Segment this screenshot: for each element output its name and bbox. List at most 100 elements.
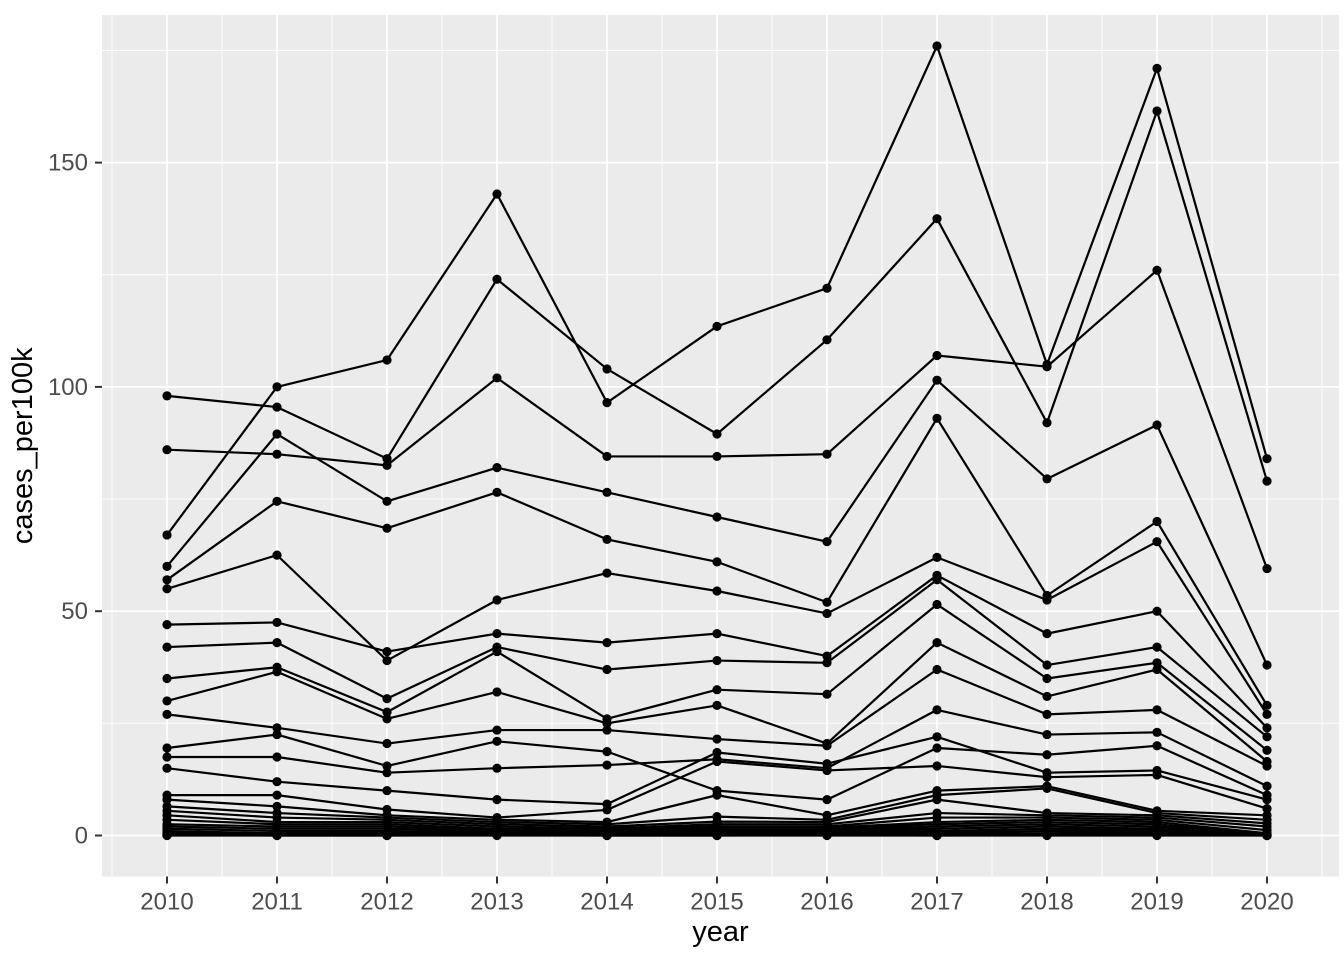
data-point	[932, 599, 942, 610]
data-point	[272, 801, 282, 811]
data-point	[1152, 727, 1162, 737]
data-point	[272, 496, 282, 506]
data-point	[162, 620, 172, 630]
data-point	[932, 575, 942, 585]
data-point	[1262, 761, 1272, 771]
data-point	[1042, 772, 1052, 782]
data-point	[602, 830, 612, 841]
y-tick-label: 50	[61, 598, 88, 625]
data-point	[602, 568, 612, 578]
series-lines-layer	[162, 41, 1272, 841]
data-point	[712, 451, 722, 462]
data-point	[272, 550, 282, 560]
data-point	[1262, 781, 1272, 791]
data-point	[822, 830, 832, 841]
data-point	[712, 655, 722, 666]
data-point	[822, 795, 832, 805]
data-point	[1152, 658, 1162, 668]
data-point	[1152, 741, 1162, 751]
data-point	[822, 335, 832, 345]
x-tick-label: 2012	[360, 889, 413, 916]
data-point	[932, 705, 942, 715]
data-point	[1152, 770, 1162, 780]
data-point	[822, 765, 832, 776]
data-point	[712, 747, 722, 758]
y-tick-label: 100	[48, 374, 88, 401]
data-point	[162, 696, 172, 706]
data-point	[162, 561, 172, 571]
data-point	[1262, 660, 1272, 670]
x-tick-label: 2017	[910, 889, 963, 916]
data-point	[1262, 700, 1272, 711]
data-point	[822, 449, 832, 459]
data-point	[162, 709, 172, 719]
data-point	[1042, 629, 1052, 639]
data-point	[822, 741, 832, 751]
data-point	[602, 451, 612, 462]
data-point	[932, 795, 942, 805]
data-point	[1042, 362, 1052, 372]
data-point	[382, 496, 392, 506]
data-point	[272, 382, 282, 392]
data-point	[492, 795, 502, 805]
axis-tick-marks	[95, 161, 1268, 884]
minor-gridlines	[102, 15, 1339, 877]
data-point	[492, 487, 502, 497]
data-point	[1152, 420, 1162, 430]
data-point	[1042, 595, 1052, 605]
data-point	[932, 732, 942, 742]
data-point	[602, 364, 612, 374]
data-point	[492, 830, 502, 841]
data-point	[272, 830, 282, 841]
data-point	[602, 487, 612, 497]
data-point	[492, 725, 502, 735]
x-tick-label: 2018	[1020, 889, 1073, 916]
data-point	[602, 534, 612, 545]
data-point	[272, 449, 282, 459]
data-point	[492, 629, 502, 639]
data-point	[1042, 418, 1052, 428]
data-point	[932, 552, 942, 562]
data-point	[492, 687, 502, 697]
data-point	[272, 752, 282, 762]
data-point	[492, 274, 502, 284]
y-tick-label: 0	[75, 823, 88, 850]
data-point	[382, 655, 392, 666]
data-point	[492, 763, 502, 773]
data-point	[712, 700, 722, 711]
data-point	[162, 445, 172, 455]
x-axis-title: year	[692, 916, 749, 948]
data-point	[382, 768, 392, 778]
data-point	[822, 658, 832, 668]
data-point	[712, 512, 722, 522]
data-point	[272, 638, 282, 648]
data-point	[1042, 474, 1052, 484]
data-point	[382, 460, 392, 471]
data-point	[712, 756, 722, 767]
data-point	[1262, 795, 1272, 805]
data-point	[492, 736, 502, 746]
data-point	[1152, 106, 1162, 116]
x-tick-label: 2014	[580, 889, 633, 916]
data-point	[712, 321, 722, 331]
x-tick-label: 2020	[1240, 889, 1293, 916]
data-point	[162, 830, 172, 841]
data-point	[1042, 750, 1052, 760]
data-point	[272, 667, 282, 677]
data-point	[602, 664, 612, 675]
x-tick-label: 2013	[470, 889, 523, 916]
data-point	[272, 777, 282, 787]
data-point	[822, 759, 832, 769]
data-point	[1262, 732, 1272, 742]
data-point	[1152, 63, 1162, 73]
data-point	[1152, 606, 1162, 616]
data-point	[382, 761, 392, 771]
y-tick-label: 150	[48, 150, 88, 177]
data-point	[1042, 830, 1052, 841]
data-point	[932, 41, 942, 51]
data-point	[1042, 709, 1052, 719]
x-tick-label: 2011	[251, 889, 303, 916]
y-axis-title: cases_per100k	[7, 347, 39, 544]
